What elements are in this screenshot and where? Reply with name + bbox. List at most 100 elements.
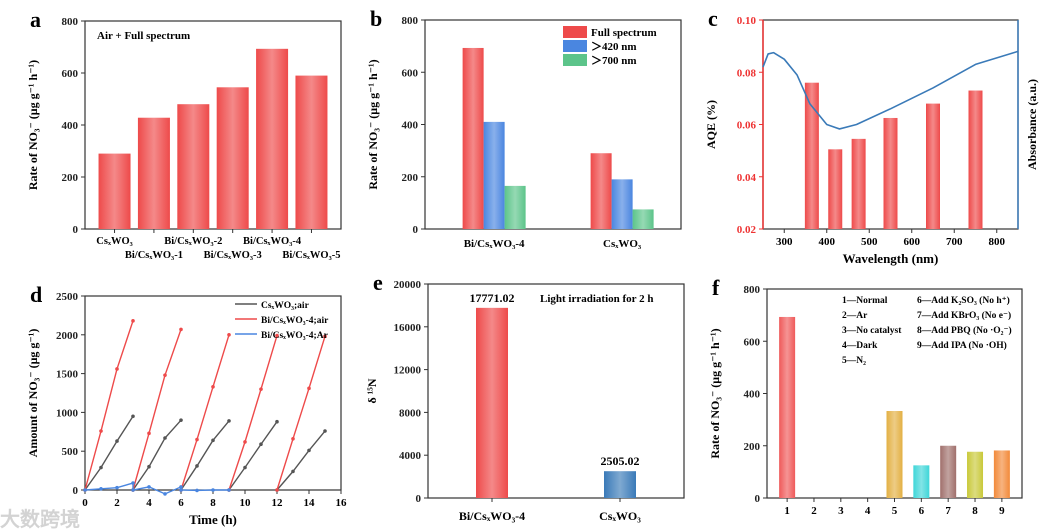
series-line [84, 415, 134, 491]
x-tick-label: 3 [838, 505, 844, 517]
data-point [227, 419, 231, 423]
x-tick-label: 4 [146, 497, 152, 509]
y-tick-label: 0 [416, 493, 422, 505]
y-tick-label: 800 [744, 284, 761, 296]
plot-frame [427, 283, 685, 499]
legend-item: 4—Dark [842, 341, 878, 351]
data-point [131, 414, 135, 419]
legend-swatch [563, 54, 587, 66]
legend-item: 2—Ar [842, 311, 868, 321]
legend-item: 7—Add KBrO₃ (No e⁻) [917, 310, 1011, 321]
data-point [227, 488, 231, 492]
bar [851, 138, 866, 229]
data-point [147, 485, 151, 489]
data-point [195, 464, 199, 468]
data-point [163, 373, 167, 377]
data-point [163, 492, 167, 496]
series-line [228, 421, 278, 491]
bar [98, 153, 131, 229]
y-tick-label: 0 [413, 224, 419, 236]
bar [462, 47, 484, 229]
bar [137, 117, 170, 229]
legend-item: ＞420 nm [591, 41, 637, 53]
panel-c: c 0.02 0.04 0.06 0.08 0.10 AQE (%) Absorbance (… [704, 6, 1039, 266]
bar [483, 121, 505, 229]
bar [177, 104, 210, 229]
data-point [195, 437, 199, 442]
legend-item: ＞700 nm [591, 55, 637, 67]
series-line [180, 334, 230, 491]
y-tick-label: 0.02 [737, 224, 757, 236]
panel-letter: a [30, 7, 41, 32]
y-tick-label: 600 [402, 67, 419, 79]
series-line [84, 482, 229, 495]
series-line [84, 320, 134, 491]
y-axis-label: Amount of NO₃⁻ (μg g⁻¹) [26, 329, 40, 458]
y-axis-label: AQE (%) [704, 100, 718, 149]
data-label: 17771.02 [470, 291, 515, 305]
x-tick-label: 400 [819, 236, 836, 248]
series-line [132, 329, 182, 491]
panel-d: d 0 500 1000 1500 2000 2500 Amount of NO₃⁻ (μg … [26, 282, 347, 527]
x-tick-label: 300 [776, 236, 793, 248]
bar [611, 179, 633, 229]
x-tick-label: 6 [178, 497, 184, 509]
data-point [147, 464, 151, 469]
panel-b: b 0 200 400 600 800 Rate of NO₃⁻ (μg g⁻¹ h⁻¹) B… [366, 6, 682, 250]
data-point [179, 485, 183, 489]
legend-swatch [563, 40, 587, 52]
y-tick-label: 800 [402, 15, 419, 27]
bar [476, 307, 508, 498]
x-tick-label: 2 [811, 505, 817, 517]
legend-item: 1—Normal [842, 296, 888, 306]
panel-letter: d [30, 282, 42, 307]
y-axis-right-label: Absorbance (a.u.) [1025, 79, 1039, 170]
data-point [291, 469, 295, 474]
y-tick-label: 200 [744, 441, 761, 453]
bar [883, 117, 898, 229]
data-point [259, 387, 263, 391]
panel-letter: c [708, 6, 718, 31]
annotation: Air + Full spectrum [97, 30, 190, 42]
data-point [323, 334, 327, 339]
data-point [147, 431, 151, 436]
data-point [211, 384, 215, 389]
x-tick-label: Bi/CsₓWO₃-1 [125, 250, 183, 261]
legend-item: 9—Add IPA (No ·OH) [917, 340, 1007, 351]
x-tick-label: CsₓWO₃ [603, 238, 642, 250]
y-tick-label: 0 [73, 224, 79, 236]
x-tick-label: Bi/CsₓWO₃-4 [459, 509, 525, 523]
y-tick-label: 8000 [399, 407, 422, 419]
y-tick-label: 400 [402, 120, 419, 132]
annotation: Light irradiation for 2 h [540, 293, 653, 305]
x-tick-label: 7 [945, 505, 951, 517]
y-tick-label: 400 [744, 389, 761, 401]
data-point [211, 488, 215, 492]
y-tick-label: 16000 [394, 322, 422, 334]
absorbance-line [762, 50, 1019, 130]
x-tick-label: 12 [272, 497, 284, 509]
x-tick-label: 8 [210, 497, 216, 509]
data-point [275, 333, 279, 338]
x-tick-label: 10 [240, 497, 252, 509]
y-tick-label: 200 [62, 172, 79, 184]
x-tick-label: Bi/CsₓWO₃-4 [464, 238, 525, 250]
data-point [115, 439, 119, 443]
x-axis-label: Wavelength (nm) [843, 251, 939, 266]
data-point [211, 438, 215, 443]
bar [913, 465, 930, 498]
x-axis-label: Time (h) [189, 512, 237, 527]
bar [216, 87, 249, 229]
bar [779, 316, 796, 498]
data-point [115, 485, 119, 490]
y-tick-label: 0.08 [737, 67, 757, 79]
series-line [180, 420, 230, 491]
x-tick-label: 5 [892, 505, 898, 517]
x-tick-label: 9 [999, 505, 1005, 517]
x-tick-label: Bi/CsₓWO₃-5 [282, 250, 340, 261]
bar [504, 185, 526, 229]
data-label: 2505.02 [601, 454, 640, 468]
data-point [243, 440, 247, 444]
y-tick-label: 1500 [56, 369, 79, 381]
panel-letter: e [373, 270, 383, 295]
